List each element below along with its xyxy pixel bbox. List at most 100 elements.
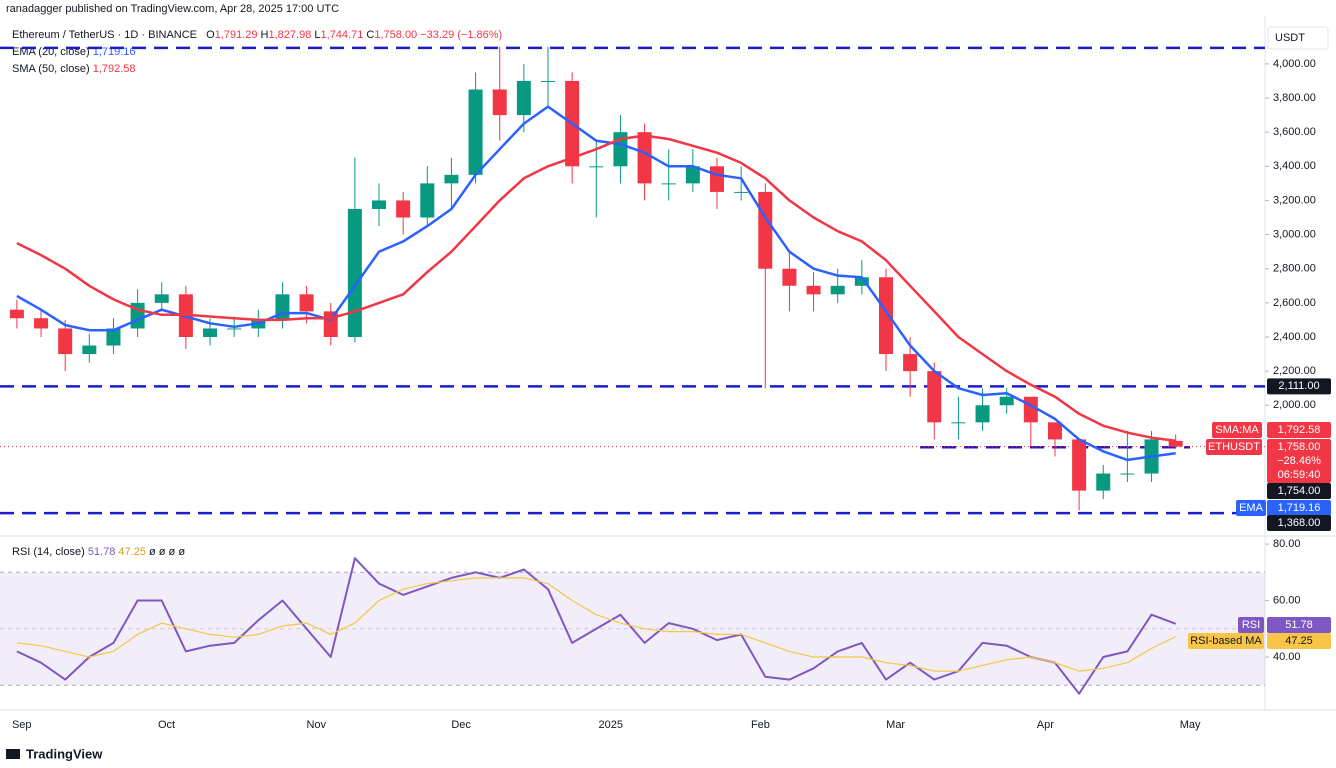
candle-body [1168,440,1183,447]
indicator-line [16,105,1176,462]
x-tick-label: Apr [1037,719,1054,731]
indicator-line [16,577,1176,672]
countdown: 06:59:40 [1278,469,1321,481]
candle-body [541,80,556,82]
candle-body [34,318,49,329]
price-tag [1267,617,1331,633]
x-tick-label: Oct [158,719,175,731]
candle-body [661,183,676,185]
candle-body [975,405,990,423]
price-tag [1267,515,1331,531]
ohlc-key: H [261,29,269,41]
candle-body [951,422,966,424]
candle-body [347,208,362,337]
last-change: −28.46% [1277,455,1321,467]
y-tick-label: 2,400.00 [1273,331,1316,343]
price-tag-text: 2,111.00 [1278,380,1319,392]
ohlc-value: 1,758.00 [374,29,417,41]
ohlc-value: 1,827.98 [269,29,312,41]
y-tick-label: 3,800.00 [1273,92,1316,104]
price-tag [1267,422,1331,438]
candle-body [734,191,749,193]
y-tick-label: 4,000.00 [1273,58,1316,70]
indicator-line [16,557,1177,695]
published: ranadagger published on TradingView.com,… [6,3,339,15]
currency: USDT [1275,32,1305,44]
y-tick-label: 3,600.00 [1273,126,1316,138]
candle-body [372,200,387,209]
candle-body [806,285,821,295]
price-tag [1267,483,1331,499]
candle-body [1120,473,1135,475]
rsi-title: RSI (14, close) [12,546,85,558]
x-tick-label: Nov [306,719,326,731]
sma-legend: SMA (50, close) 1,792.58 [12,63,136,75]
price-tag-text: EMA [1239,502,1264,514]
candle-body [203,328,218,337]
candle-body [82,345,97,355]
x-tick-label: Sep [12,719,32,731]
candle-body [58,328,73,355]
price-tag [1267,378,1331,395]
candle-body [1047,422,1062,440]
candle-body [758,191,773,269]
candle-body [830,285,845,295]
candle-body [323,311,338,337]
symbol-legend: Ethereum / TetherUS · 1D · BINANCE O1,79… [12,29,502,41]
candle-body [903,354,918,372]
price-tag-text: 1,792.58 [1278,424,1321,436]
last-price-box [1267,439,1331,483]
x-tick-label: May [1180,719,1201,731]
candle-body [999,396,1014,406]
price-tag-text: RSI [1242,619,1260,631]
x-tick-label: Mar [886,719,905,731]
price-tag-text: 51.78 [1285,619,1313,631]
candle-body [516,80,531,116]
rsi-ma-value: 47.25 [118,546,146,558]
price-tag [1238,617,1264,633]
price-tag-text: 1,719.16 [1278,502,1321,514]
price-tag-text: SMA:MA [1215,424,1259,436]
candle-body [782,268,797,286]
symbol: Ethereum / TetherUS · 1D · BINANCE [12,29,197,41]
placeholders: ø ø ø ø [149,546,185,558]
ohlc-value: 1,744.71 [321,29,364,41]
price-tag [1188,633,1264,649]
candle-body [589,166,604,168]
price-tag-text: 47.25 [1285,635,1313,647]
candle-body [106,328,121,346]
last-price: 1,758.00 [1278,441,1321,453]
sma-name: SMA (50, close) [12,63,90,75]
candle-body [154,294,169,303]
candle-body [1096,473,1111,491]
y-tick-label: 2,200.00 [1273,365,1316,377]
price-tag-text: 1,754.00 [1278,485,1321,497]
price-tag [1212,422,1262,438]
candle-body [396,200,411,218]
y-tick-label: 40.00 [1273,651,1301,663]
price-tag-text: 1,368.00 [1278,517,1321,529]
sma-value: 1,792.58 [93,63,136,75]
x-tick-label: Dec [451,719,471,731]
candle-body [420,183,435,218]
ohlc-value: 1,791.29 [215,29,258,41]
candle-body [685,166,700,184]
ohlc-key: L [314,29,320,41]
currency-box[interactable] [1267,26,1329,50]
candle-body [878,277,893,355]
ema-value: 1,719.16 [93,46,136,58]
ohlc-key: O [206,29,215,41]
price-tag [1236,500,1266,516]
price-tag [1267,633,1331,649]
price-tag-text: RSI-based MA [1190,635,1262,647]
change: −33.29 (−1.86%) [420,29,502,41]
price-tag [1206,439,1262,455]
brand: TradingView [26,746,103,761]
candle-body [1072,439,1087,491]
y-tick-label: 2,000.00 [1273,399,1316,411]
candle-body [927,371,942,423]
rsi-legend: RSI (14, close) 51.78 47.25 ø ø ø ø [12,546,185,558]
candle-body [227,328,242,330]
